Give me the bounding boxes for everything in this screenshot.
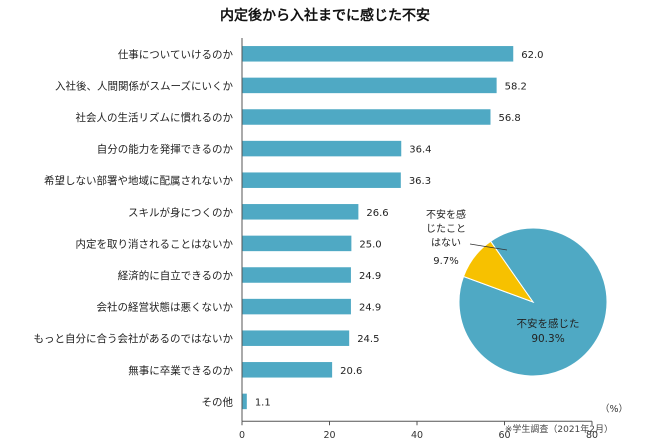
bar-value-label: 24.5: [357, 334, 379, 345]
bar: [242, 362, 333, 378]
category-label: 内定を取り消されることはないか: [76, 237, 234, 250]
bar: [242, 46, 514, 62]
pie-slice-label: 不安を感: [426, 208, 466, 221]
x-tick-label: 40: [411, 430, 423, 438]
pie-slice: [462, 240, 535, 304]
bar: [242, 298, 351, 315]
category-label: 入社後、人間関係がスムーズにいくか: [55, 79, 233, 92]
category-label: 無事に卒業できるのか: [128, 364, 233, 377]
bar-value-label: 26.6: [366, 208, 388, 219]
pie-slice-label: 不安を感じた: [517, 317, 580, 330]
category-label: もっと自分に合う会社があるのではないか: [34, 332, 234, 345]
bar: [242, 172, 401, 188]
category-label: 自分の能力を発揮できるのか: [97, 143, 234, 156]
bar-value-label: 24.9: [359, 303, 381, 314]
x-tick-label: 0: [239, 430, 245, 438]
bar-value-label: 1.1: [255, 397, 271, 408]
pie-slice-value: 9.7%: [433, 256, 458, 267]
bar-series: 仕事についていけるのか 62.0 入社後、人間関係がスムーズにいくか 58.2 社会人の…: [34, 46, 544, 410]
bar-value-label: 24.9: [359, 271, 381, 282]
bar-value-label: 62.0: [521, 50, 543, 61]
bar: [242, 330, 350, 346]
bar-value-label: 56.8: [499, 113, 521, 124]
bar: [242, 140, 402, 157]
bar-value-label: 36.4: [409, 145, 431, 156]
chart-title: 内定後から入社までに感じた不安: [220, 7, 430, 24]
pie-slice-label: じたこと: [426, 223, 466, 235]
x-tick-label: 60: [498, 430, 510, 438]
pie-leader-line: [469, 243, 508, 251]
category-label: 希望しない部署や地域に配属されないか: [44, 174, 233, 187]
bar-value-label: 36.3: [409, 176, 431, 187]
bar: [242, 109, 491, 125]
category-label: その他: [202, 395, 234, 408]
bar-value-label: 20.6: [340, 366, 362, 377]
bar-value-label: 58.2: [505, 81, 527, 92]
bar: [242, 204, 359, 220]
bar: [242, 235, 352, 252]
bar-value-label: 25.0: [359, 239, 381, 250]
x-axis: （%） 0 20 40 60 80: [239, 38, 628, 438]
x-axis-unit: （%）: [600, 403, 628, 415]
pie-slice-value: 90.3%: [531, 333, 564, 345]
x-tick-label: 80: [586, 430, 598, 438]
source-note: ※学生調査（2021年2月）: [505, 423, 613, 435]
category-label: 社会人の生活リズムに慣れるのか: [76, 111, 234, 124]
category-label: 経済的に自立できるのか: [118, 269, 234, 282]
x-tick-label: 20: [323, 430, 335, 438]
bar: [242, 267, 351, 283]
category-label: 仕事についていけるのか: [118, 48, 234, 61]
bar: [242, 77, 497, 94]
category-label: スキルが身につくのか: [128, 206, 233, 219]
bar: [242, 393, 247, 410]
pie-slice-label: はない: [431, 237, 461, 249]
category-label: 会社の経営状態は悪くないか: [97, 301, 234, 314]
